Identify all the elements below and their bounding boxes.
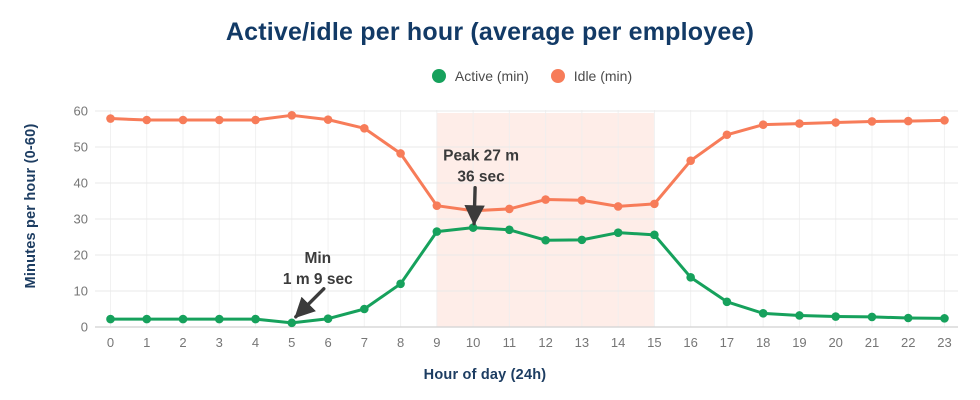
x-tick-label: 13: [575, 335, 589, 350]
y-tick-label: 60: [74, 104, 88, 119]
x-tick-label: 1: [143, 335, 150, 350]
idle-point-5: [287, 111, 297, 120]
x-tick-label: 12: [538, 335, 552, 350]
idle-point-14: [613, 202, 623, 211]
y-tick-label: 0: [81, 320, 88, 335]
active-point-5: [287, 318, 297, 328]
idle-point-11: [505, 204, 514, 214]
idle-point-3: [214, 115, 224, 125]
x-axis-title: Hour of day (24h): [424, 367, 547, 383]
idle-point-21: [867, 117, 877, 126]
y-tick-label: 50: [74, 140, 88, 155]
series-line-idle: [109, 113, 946, 213]
active-point-13: [577, 235, 587, 245]
chart-legend: Active (min) Idle (min): [42, 68, 980, 84]
idle-point-15: [650, 199, 659, 209]
active-point-21: [867, 312, 877, 322]
y-tick-label: 10: [74, 284, 88, 299]
x-tick-label: 10: [466, 335, 480, 350]
idle-point-19: [795, 119, 804, 128]
chart-title: Active/idle per hour (average per employ…: [225, 18, 755, 46]
x-tick-label: 21: [865, 335, 879, 350]
active-point-12: [541, 235, 550, 245]
active-point-16: [686, 273, 695, 282]
active-point-17: [722, 297, 732, 307]
idle-point-13: [577, 195, 587, 205]
active-point-11: [505, 225, 514, 235]
legend-label-idle: Idle (min): [573, 68, 633, 84]
annotation-peak-text: Peak 27 m: [443, 148, 519, 165]
x-tick-label: 23: [937, 335, 951, 350]
y-tick-label: 30: [74, 212, 88, 227]
active-point-15: [650, 230, 659, 240]
idle-point-6: [323, 115, 333, 124]
idle-point-8: [396, 149, 405, 158]
annotation-min-text: Min: [304, 250, 331, 267]
x-tick-label: 2: [179, 335, 186, 350]
idle-point-22: [903, 116, 913, 126]
idle-point-18: [758, 120, 768, 129]
active-point-19: [795, 311, 804, 320]
x-tick-label: 4: [252, 335, 259, 350]
x-tick-label: 0: [107, 335, 114, 350]
x-tick-label: 9: [433, 335, 440, 350]
x-tick-label: 7: [361, 335, 368, 350]
x-tick-label: 8: [397, 335, 404, 350]
x-tick-label: 22: [901, 335, 915, 350]
active-point-1: [142, 314, 152, 324]
idle-point-17: [722, 130, 732, 140]
idle-point-2: [178, 115, 188, 125]
active-point-23: [940, 314, 949, 323]
x-tick-label: 5: [288, 335, 295, 350]
idle-series-dot-icon: [550, 69, 565, 83]
active-point-4: [251, 314, 260, 324]
x-tick-label: 19: [792, 335, 806, 350]
x-tick-label: 11: [503, 335, 517, 350]
idle-point-20: [831, 118, 840, 127]
annotation-peak-arrow-icon: [464, 185, 485, 226]
active-point-22: [903, 313, 913, 323]
idle-point-7: [360, 123, 369, 133]
idle-point-4: [251, 115, 260, 125]
x-tick-label: 16: [683, 335, 697, 350]
idle-point-16: [686, 156, 695, 165]
x-tick-label: 17: [720, 335, 734, 350]
x-tick-label: 15: [647, 335, 661, 350]
idle-point-0: [106, 114, 115, 123]
annotation-peak-text: 36 sec: [457, 169, 505, 186]
active-point-2: [178, 314, 188, 324]
x-tick-label: 20: [828, 335, 842, 350]
active-point-6: [323, 314, 333, 324]
idle-point-23: [940, 116, 949, 125]
y-tick-label: 20: [74, 248, 88, 263]
idle-point-9: [432, 201, 442, 210]
y-axis-title: Minutes per hour (0-60): [23, 124, 39, 289]
idle-point-12: [541, 195, 550, 204]
active-point-9: [432, 227, 442, 236]
y-tick-label: 40: [74, 176, 88, 191]
x-tick-label: 18: [756, 335, 770, 350]
active-point-20: [831, 312, 840, 321]
active-point-8: [396, 279, 405, 289]
legend-label-active: Active (min): [454, 68, 529, 84]
active-point-3: [214, 314, 224, 324]
annotation-min-arrow-icon: [294, 287, 326, 319]
active-point-14: [613, 228, 623, 237]
series-line-active: [109, 226, 946, 325]
x-tick-label: 3: [216, 335, 223, 350]
legend-item-active[interactable]: Active (min): [431, 68, 529, 84]
active-point-7: [360, 304, 369, 314]
legend-item-idle[interactable]: Idle (min): [550, 68, 633, 84]
active-point-18: [758, 309, 768, 318]
annotation-min-text: 1 m 9 sec: [283, 271, 353, 288]
x-tick-label: 6: [324, 335, 331, 350]
active-point-0: [106, 314, 115, 324]
x-tick-label: 14: [611, 335, 625, 350]
idle-point-1: [142, 115, 152, 125]
active-series-dot-icon: [431, 69, 446, 83]
